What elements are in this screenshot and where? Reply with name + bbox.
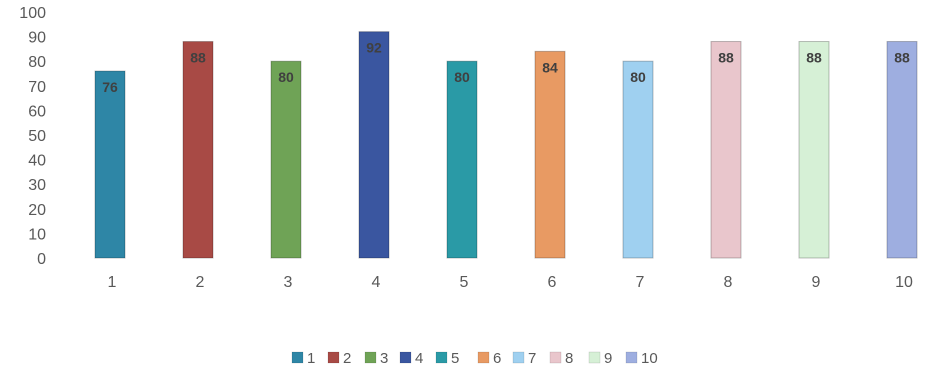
y-tick-label: 80 [28, 54, 46, 71]
data-label: 76 [102, 79, 118, 95]
y-tick-label: 70 [28, 79, 46, 96]
bar [182, 41, 214, 259]
legend-label: 10 [641, 350, 658, 367]
bar [534, 50, 566, 259]
bar [710, 41, 742, 259]
bar [358, 31, 390, 259]
legend-label: 9 [604, 350, 612, 367]
x-tick-label: 3 [284, 274, 293, 291]
y-axis-ticks: 0 10 20 30 40 50 60 70 80 90 100 [19, 5, 46, 268]
x-tick-label: 10 [895, 274, 913, 291]
data-labels: 76 88 80 92 80 84 80 88 88 88 [102, 40, 910, 95]
x-tick-label: 5 [460, 274, 469, 291]
y-tick-label: 60 [28, 103, 46, 120]
legend-label: 3 [380, 350, 388, 367]
legend: 1 2 3 4 5 6 7 8 9 10 [291, 350, 658, 367]
x-tick-label: 1 [108, 274, 117, 291]
legend-label: 8 [565, 350, 573, 367]
legend-swatch [291, 351, 304, 364]
data-label: 88 [190, 50, 206, 66]
bar [622, 60, 654, 259]
x-tick-label: 7 [636, 274, 645, 291]
y-tick-label: 30 [28, 177, 46, 194]
y-tick-label: 20 [28, 202, 46, 219]
x-tick-label: 8 [724, 274, 733, 291]
y-tick-label: 0 [37, 251, 46, 268]
bar [446, 60, 478, 259]
y-tick-label: 90 [28, 30, 46, 47]
data-label: 84 [542, 59, 558, 75]
data-label: 88 [718, 50, 734, 66]
legend-label: 4 [415, 350, 423, 367]
x-tick-label: 9 [812, 274, 821, 291]
bar [798, 41, 830, 259]
legend-swatch [625, 351, 638, 364]
bar [886, 41, 918, 259]
x-tick-label: 2 [196, 274, 205, 291]
bar-series [94, 31, 918, 259]
legend-label: 2 [343, 350, 351, 367]
legend-swatch [435, 351, 448, 364]
y-tick-label: 10 [28, 226, 46, 243]
legend-label: 6 [493, 350, 501, 367]
legend-swatch [399, 351, 412, 364]
legend-swatch [327, 351, 340, 364]
data-label: 92 [366, 40, 382, 56]
x-tick-label: 4 [372, 274, 381, 291]
legend-swatch [549, 351, 562, 364]
bar [270, 60, 302, 259]
data-label: 88 [894, 50, 910, 66]
bar [94, 70, 126, 259]
y-tick-label: 100 [19, 5, 46, 22]
legend-label: 5 [451, 350, 459, 367]
x-axis-ticks: 1 2 3 4 5 6 7 8 9 10 [108, 274, 913, 291]
legend-swatch [588, 351, 601, 364]
data-label: 88 [806, 50, 822, 66]
data-label: 80 [454, 69, 470, 85]
legend-swatch [512, 351, 525, 364]
y-tick-label: 50 [28, 128, 46, 145]
legend-label: 7 [528, 350, 536, 367]
legend-swatch [364, 351, 377, 364]
data-label: 80 [630, 69, 646, 85]
legend-label: 1 [307, 350, 315, 367]
legend-swatch [477, 351, 490, 364]
y-tick-label: 40 [28, 153, 46, 170]
x-tick-label: 6 [548, 274, 557, 291]
data-label: 80 [278, 69, 294, 85]
